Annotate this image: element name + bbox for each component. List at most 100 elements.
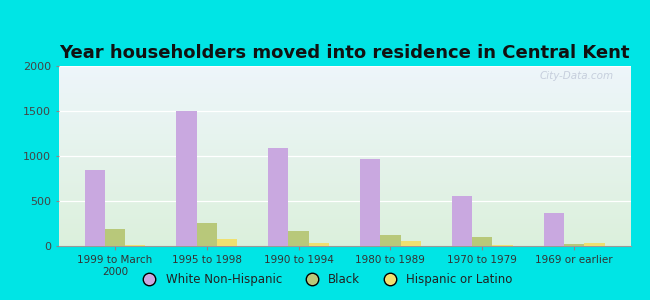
Bar xyxy=(58,203,630,205)
Bar xyxy=(58,244,630,246)
Bar xyxy=(58,185,630,187)
Bar xyxy=(125,245,145,246)
Bar xyxy=(380,235,400,246)
Bar xyxy=(58,124,630,125)
Bar xyxy=(58,224,630,226)
Bar xyxy=(360,159,380,246)
Bar xyxy=(58,122,630,124)
Bar xyxy=(58,161,630,163)
Bar xyxy=(58,133,630,134)
Bar xyxy=(400,241,421,246)
Bar xyxy=(58,91,630,93)
Bar xyxy=(58,86,630,88)
Bar xyxy=(58,145,630,147)
Bar xyxy=(58,165,630,167)
Bar xyxy=(58,237,630,239)
Bar xyxy=(58,70,630,71)
Bar xyxy=(58,120,630,122)
Bar xyxy=(58,181,630,183)
Bar xyxy=(58,143,630,145)
Bar xyxy=(58,242,630,244)
Bar xyxy=(58,106,630,107)
Bar xyxy=(58,233,630,235)
Bar xyxy=(58,160,630,161)
Bar xyxy=(58,95,630,97)
Bar xyxy=(58,172,630,174)
Bar xyxy=(58,102,630,104)
Bar xyxy=(452,196,472,246)
Bar xyxy=(58,170,630,172)
Bar xyxy=(58,73,630,75)
Bar xyxy=(58,84,630,86)
Bar xyxy=(58,210,630,212)
Bar xyxy=(584,243,604,246)
Bar xyxy=(58,192,630,194)
Bar xyxy=(58,97,630,98)
Bar xyxy=(268,148,289,246)
Bar xyxy=(58,215,630,217)
Bar xyxy=(58,235,630,237)
Bar xyxy=(58,116,630,118)
Bar xyxy=(217,239,237,246)
Bar xyxy=(58,142,630,143)
Bar xyxy=(58,174,630,176)
Bar xyxy=(58,136,630,138)
Bar xyxy=(58,77,630,79)
Bar xyxy=(58,230,630,232)
Bar xyxy=(58,178,630,179)
Bar xyxy=(58,190,630,192)
Bar xyxy=(58,196,630,197)
Bar xyxy=(58,80,630,82)
Bar xyxy=(58,129,630,131)
Bar xyxy=(58,118,630,120)
Bar xyxy=(58,154,630,156)
Bar xyxy=(58,199,630,201)
Legend: White Non-Hispanic, Black, Hispanic or Latino: White Non-Hispanic, Black, Hispanic or L… xyxy=(133,269,517,291)
Bar xyxy=(58,125,630,127)
Bar xyxy=(58,158,630,160)
Bar xyxy=(472,237,493,246)
Bar xyxy=(58,232,630,233)
Bar xyxy=(58,214,630,215)
Bar xyxy=(58,107,630,109)
Bar xyxy=(58,134,630,136)
Bar xyxy=(58,138,630,140)
Bar xyxy=(289,231,309,246)
Bar xyxy=(58,104,630,106)
Bar xyxy=(58,111,630,113)
Bar xyxy=(58,127,630,129)
Bar xyxy=(58,71,630,73)
Bar xyxy=(58,79,630,80)
Bar xyxy=(58,66,630,68)
Title: Year householders moved into residence in Central Kent: Year householders moved into residence i… xyxy=(59,44,630,62)
Bar xyxy=(58,109,630,111)
Bar xyxy=(58,156,630,158)
Bar xyxy=(58,131,630,133)
Bar xyxy=(58,82,630,84)
Bar xyxy=(58,239,630,241)
Bar xyxy=(196,223,217,246)
Bar xyxy=(58,187,630,188)
Bar xyxy=(58,98,630,100)
Bar xyxy=(58,201,630,203)
Bar xyxy=(58,194,630,196)
Bar xyxy=(58,169,630,170)
Bar xyxy=(58,167,630,169)
Bar xyxy=(58,75,630,77)
Bar xyxy=(58,113,630,115)
Bar xyxy=(58,197,630,199)
Bar xyxy=(105,229,125,246)
Bar xyxy=(58,241,630,242)
Bar xyxy=(309,243,329,246)
Bar xyxy=(58,226,630,228)
Bar xyxy=(58,205,630,206)
Bar xyxy=(84,169,105,246)
Bar xyxy=(564,244,584,246)
Bar xyxy=(58,163,630,165)
Bar xyxy=(58,219,630,221)
Bar xyxy=(58,212,630,214)
Bar xyxy=(58,89,630,91)
Bar xyxy=(58,223,630,224)
Bar xyxy=(58,93,630,95)
Bar xyxy=(58,68,630,70)
